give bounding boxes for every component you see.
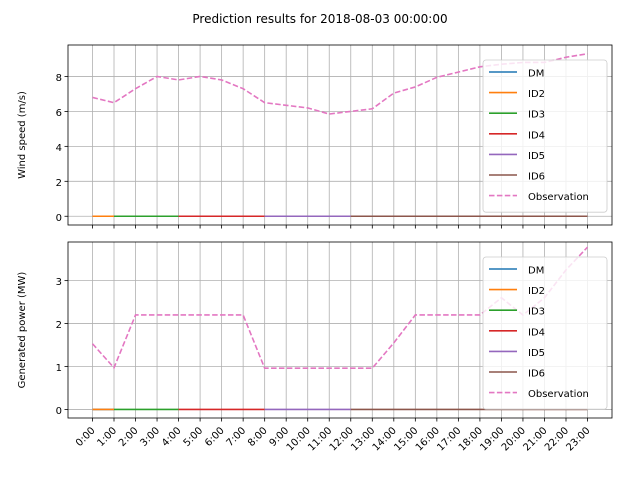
- x-tick-label: 4:00: [160, 425, 184, 449]
- x-tick-label: 8:00: [246, 425, 270, 449]
- legend-label-id6: ID6: [528, 172, 545, 183]
- panel-1: 0 2 4 6 8 Wind speed (m/s) DM ID2 ID3 ID4 ID5 ID6 Ob…: [17, 44, 613, 229]
- legend-label-id6: ID6: [528, 369, 545, 380]
- legend-label-observation: Observation: [528, 389, 589, 400]
- y-tick-label: 0: [56, 213, 62, 224]
- legend-label-id2: ID2: [528, 286, 545, 297]
- x-tick-label: 3:00: [139, 425, 163, 449]
- y-tick-label: 6: [56, 108, 62, 119]
- legend: DM ID2 ID3 ID4 ID5 ID6 Observation: [482, 256, 608, 410]
- x-tick-label: 2:00: [117, 425, 141, 449]
- chart-title: Prediction results for 2018-08-03 00:00:…: [192, 12, 447, 26]
- y-axis-label: Generated power (MW): [17, 272, 28, 389]
- panel-2: 0 1 2 3 Generated power (MW) DM ID2 ID3 ID4 ID5 ID…: [17, 241, 613, 454]
- series-line-observation: [91, 246, 589, 370]
- legend-label-id2: ID2: [528, 89, 545, 100]
- y-tick-label: 3: [56, 277, 62, 288]
- x-tick-label: 0:00: [74, 425, 98, 449]
- legend-label-id4: ID4: [528, 327, 545, 338]
- legend-box: [482, 256, 608, 410]
- y-tick-label: 4: [56, 143, 62, 154]
- y-axis-label: Wind speed (m/s): [17, 91, 28, 179]
- legend-label-id5: ID5: [528, 151, 545, 162]
- y-tick-label: 1: [56, 363, 62, 374]
- legend-label-dm: DM: [528, 266, 544, 277]
- legend-label-observation: Observation: [528, 192, 589, 203]
- y-tick-label: 2: [56, 320, 62, 331]
- legend: DM ID2 ID3 ID4 ID5 ID6 Observation: [482, 59, 608, 213]
- y-tick-label: 8: [56, 73, 62, 84]
- legend-label-id3: ID3: [528, 110, 545, 121]
- x-tick-label: 6:00: [203, 425, 227, 449]
- x-tick-label: 5:00: [182, 425, 206, 449]
- legend-label-id3: ID3: [528, 307, 545, 318]
- legend-label-id5: ID5: [528, 348, 545, 359]
- plot-frame: [67, 44, 613, 226]
- plot-frame: [67, 241, 613, 419]
- x-tick-label: 23:00: [564, 425, 592, 453]
- y-tick-label: 2: [56, 178, 62, 189]
- x-tick-label: 1:00: [95, 425, 119, 449]
- x-tick-label: 7:00: [225, 425, 249, 449]
- legend-label-dm: DM: [528, 69, 544, 80]
- y-tick-label: 0: [56, 406, 62, 417]
- legend-label-id4: ID4: [528, 130, 545, 141]
- legend-box: [482, 59, 608, 213]
